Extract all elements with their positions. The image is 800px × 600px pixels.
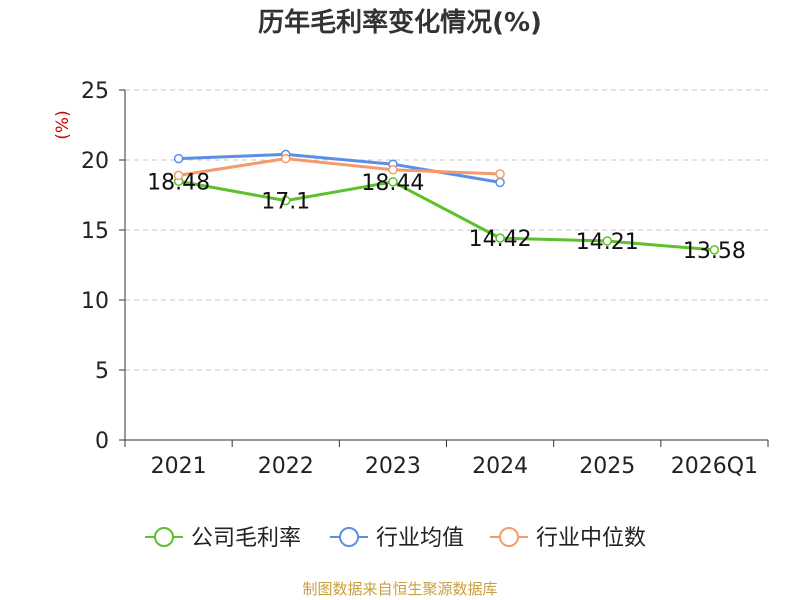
x-tick-label: 2021 bbox=[151, 454, 207, 479]
x-tick-label: 2023 bbox=[365, 454, 421, 479]
data-point-marker bbox=[281, 195, 291, 206]
legend-label: 行业中位数 bbox=[536, 526, 646, 551]
chart-title: 历年毛利率变化情况(%) bbox=[258, 8, 542, 38]
data-source-footer: 制图数据来自恒生聚源数据库 bbox=[302, 580, 498, 598]
x-tick-label: 2024 bbox=[472, 454, 528, 479]
y-tick-label: 15 bbox=[81, 219, 109, 244]
legend-marker bbox=[154, 527, 174, 547]
data-point-marker bbox=[388, 177, 398, 187]
data-point-marker bbox=[173, 170, 184, 181]
x-tick-label: 2025 bbox=[579, 454, 635, 479]
data-label: 18.44 bbox=[361, 171, 424, 196]
x-tick-label: 2022 bbox=[258, 454, 314, 479]
y-tick-label: 10 bbox=[81, 289, 109, 314]
x-tick-label: 2026Q1 bbox=[671, 454, 758, 479]
data-label: 18.48 bbox=[147, 170, 210, 195]
y-tick-label: 20 bbox=[81, 149, 109, 174]
y-tick-label: 0 bbox=[95, 429, 109, 454]
y-tick-label: 5 bbox=[95, 359, 109, 384]
data-point-marker bbox=[602, 236, 612, 246]
series-line-3 bbox=[178, 157, 501, 177]
y-axis-unit-label: (%) bbox=[53, 110, 73, 139]
legend-label: 行业均值 bbox=[376, 526, 464, 551]
data-point-marker bbox=[281, 153, 291, 164]
y-tick-label: 25 bbox=[81, 79, 109, 104]
data-label: 14.21 bbox=[576, 230, 639, 255]
data-label: 17.1 bbox=[261, 190, 310, 215]
data-point-marker bbox=[388, 165, 398, 175]
data-label: 13.58 bbox=[683, 239, 746, 264]
legend-marker bbox=[339, 527, 359, 547]
legend-marker bbox=[499, 527, 519, 547]
data-point-marker bbox=[495, 169, 505, 179]
data-point-marker bbox=[709, 245, 720, 255]
data-point-marker bbox=[173, 153, 184, 164]
data-label: 14.42 bbox=[469, 227, 532, 252]
data-point-marker bbox=[495, 233, 505, 243]
data-point-marker bbox=[495, 177, 505, 188]
legend-label: 公司毛利率 bbox=[191, 526, 301, 551]
series-line-1 bbox=[178, 179, 715, 252]
